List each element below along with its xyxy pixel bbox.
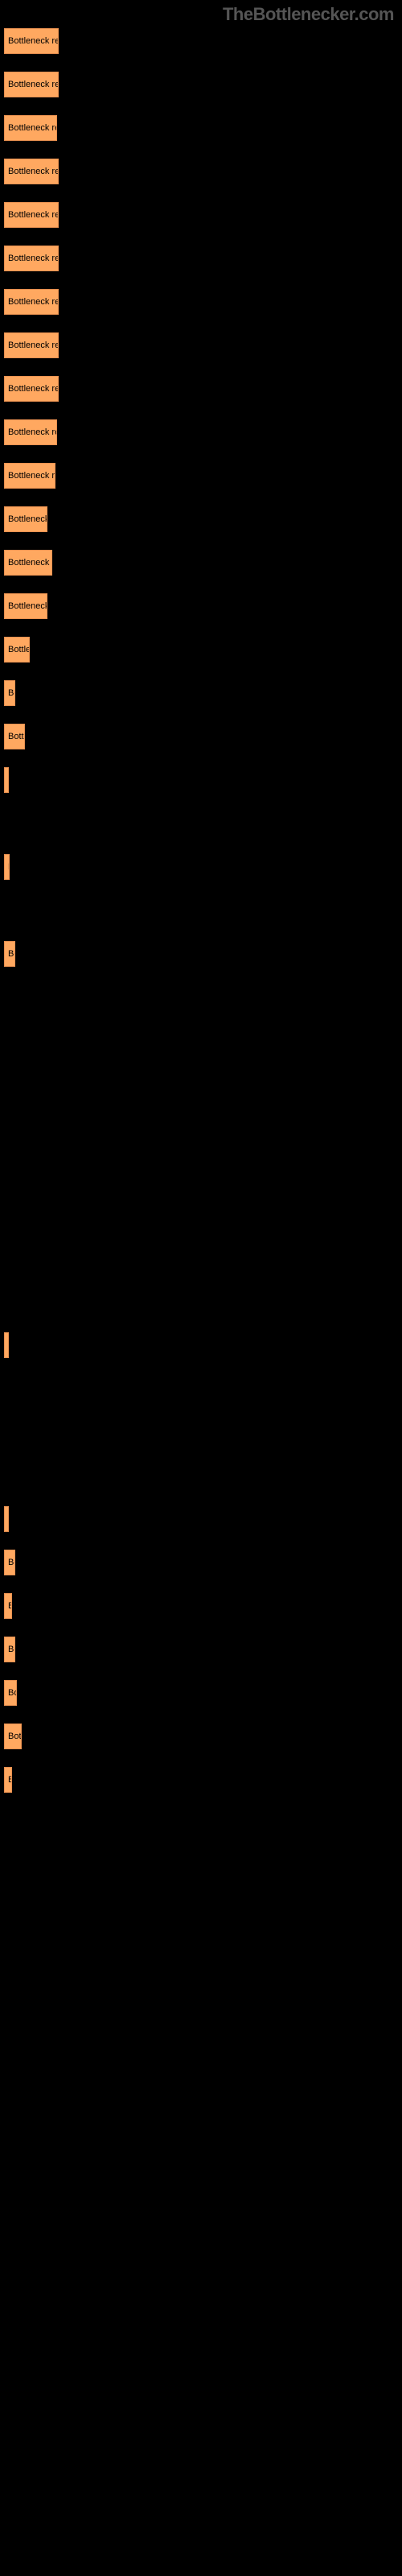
bar-row: [4, 1419, 402, 1445]
bar-label: Bottleneck result: [8, 688, 15, 698]
bar-label: Bottleneck result: [8, 297, 59, 307]
bar-label: Bottleneck result: [8, 732, 25, 741]
bar-label: Bottleneck result: [8, 514, 47, 524]
bar-row: [4, 1028, 402, 1054]
bar-label: Bottleneck result: [8, 775, 9, 785]
bar-label: Bottleneck result: [8, 1775, 12, 1785]
bar-label: Bottleneck result: [8, 384, 59, 394]
bar-label: Bottleneck result: [8, 471, 55, 481]
bar: Bottleneck result: [4, 767, 9, 793]
bar: Bottleneck result: [4, 593, 47, 619]
bar-row: Bottleneck result: [4, 28, 402, 54]
bar-row: Bottleneck result: [4, 724, 402, 749]
bar-row: Bottleneck result: [4, 593, 402, 619]
bar-row: Bottleneck result: [4, 1593, 402, 1619]
bar-row: Bottleneck result: [4, 1550, 402, 1575]
bar: Bottleneck result: [4, 28, 59, 54]
bar: Bottleneck result: [4, 1332, 9, 1358]
bar: Bottleneck result: [4, 854, 10, 880]
bar: Bottleneck result: [4, 1724, 22, 1749]
bar-row: Bottleneck result: [4, 637, 402, 663]
bar-label: Bottleneck result: [8, 1514, 9, 1524]
bar-row: [4, 1245, 402, 1271]
bar: Bottleneck result: [4, 289, 59, 315]
bar: Bottleneck result: [4, 1637, 15, 1662]
bar-row: [4, 1376, 402, 1402]
bar-row: [4, 985, 402, 1010]
bar-row: Bottleneck result: [4, 202, 402, 228]
bar: Bottleneck result: [4, 941, 15, 967]
bar: Bottleneck result: [4, 202, 59, 228]
bar-row: Bottleneck result: [4, 159, 402, 184]
bar: Bottleneck result: [4, 115, 57, 141]
bar-row: Bottleneck result: [4, 506, 402, 532]
bar-label: Bottleneck result: [8, 123, 57, 133]
bar-row: Bottleneck result: [4, 767, 402, 793]
bar-row: [4, 898, 402, 923]
bar-label: Bottleneck result: [8, 1732, 22, 1741]
bar: Bottleneck result: [4, 246, 59, 271]
bar: Bottleneck result: [4, 419, 57, 445]
bar: Bottleneck result: [4, 1680, 17, 1706]
bar-row: Bottleneck result: [4, 941, 402, 967]
bar-label: Bottleneck result: [8, 167, 59, 176]
bar-label: Bottleneck result: [8, 254, 59, 263]
bar-label: Bottleneck result: [8, 80, 59, 89]
bar-row: Bottleneck result: [4, 376, 402, 402]
bar: Bottleneck result: [4, 463, 55, 489]
bar: Bottleneck result: [4, 1767, 12, 1793]
bar: Bottleneck result: [4, 724, 25, 749]
bar-row: [4, 1115, 402, 1141]
bottleneck-bar-chart: Bottleneck result Bottleneck result Bottle…: [0, 0, 402, 1793]
bar-row: Bottleneck result: [4, 246, 402, 271]
bar-label: Bottleneck result: [8, 427, 57, 437]
bar-row: Bottleneck result: [4, 419, 402, 445]
bar-label: Bottleneck result: [8, 1558, 15, 1567]
bar: Bottleneck result: [4, 1506, 9, 1532]
bar: Bottleneck result: [4, 506, 47, 532]
bar-row: Bottleneck result: [4, 1767, 402, 1793]
bar: Bottleneck result: [4, 1593, 12, 1619]
bar: Bottleneck result: [4, 159, 59, 184]
bar-label: Bottleneck result: [8, 601, 47, 611]
bar-label: Bottleneck result: [8, 1645, 15, 1654]
bar-row: [4, 1289, 402, 1315]
bar-row: Bottleneck result: [4, 1724, 402, 1749]
bar-label: Bottleneck result: [8, 1688, 17, 1698]
watermark-text: TheBottlenecker.com: [223, 4, 394, 25]
bar-label: Bottleneck result: [8, 558, 52, 568]
bar-row: Bottleneck result: [4, 680, 402, 706]
bar-label: Bottleneck result: [8, 645, 30, 654]
bar: Bottleneck result: [4, 550, 52, 576]
bar-row: Bottleneck result: [4, 463, 402, 489]
bar-row: Bottleneck result: [4, 1680, 402, 1706]
bar-row: Bottleneck result: [4, 1332, 402, 1358]
bar-row: Bottleneck result: [4, 1506, 402, 1532]
bar-row: Bottleneck result: [4, 289, 402, 315]
bar: Bottleneck result: [4, 376, 59, 402]
bar-row: [4, 1071, 402, 1097]
bar-label: Bottleneck result: [8, 949, 15, 959]
bar: Bottleneck result: [4, 332, 59, 358]
bar-label: Bottleneck result: [8, 341, 59, 350]
bar: Bottleneck result: [4, 1550, 15, 1575]
bar-label: Bottleneck result: [8, 36, 59, 46]
bar-row: [4, 1158, 402, 1184]
bar-row: [4, 811, 402, 836]
bar-label: Bottleneck result: [8, 1601, 12, 1611]
bar: Bottleneck result: [4, 72, 59, 97]
bar-row: Bottleneck result: [4, 332, 402, 358]
bar-row: Bottleneck result: [4, 550, 402, 576]
bar-row: Bottleneck result: [4, 115, 402, 141]
bar-label: Bottleneck result: [8, 862, 10, 872]
bar-row: Bottleneck result: [4, 854, 402, 880]
bar: Bottleneck result: [4, 637, 30, 663]
bar-label: Bottleneck result: [8, 210, 59, 220]
bar: Bottleneck result: [4, 680, 15, 706]
bar-row: Bottleneck result: [4, 1637, 402, 1662]
bar-row: [4, 1202, 402, 1228]
bar-label: Bottleneck result: [8, 1340, 9, 1350]
bar-row: Bottleneck result: [4, 72, 402, 97]
bar-row: [4, 1463, 402, 1488]
